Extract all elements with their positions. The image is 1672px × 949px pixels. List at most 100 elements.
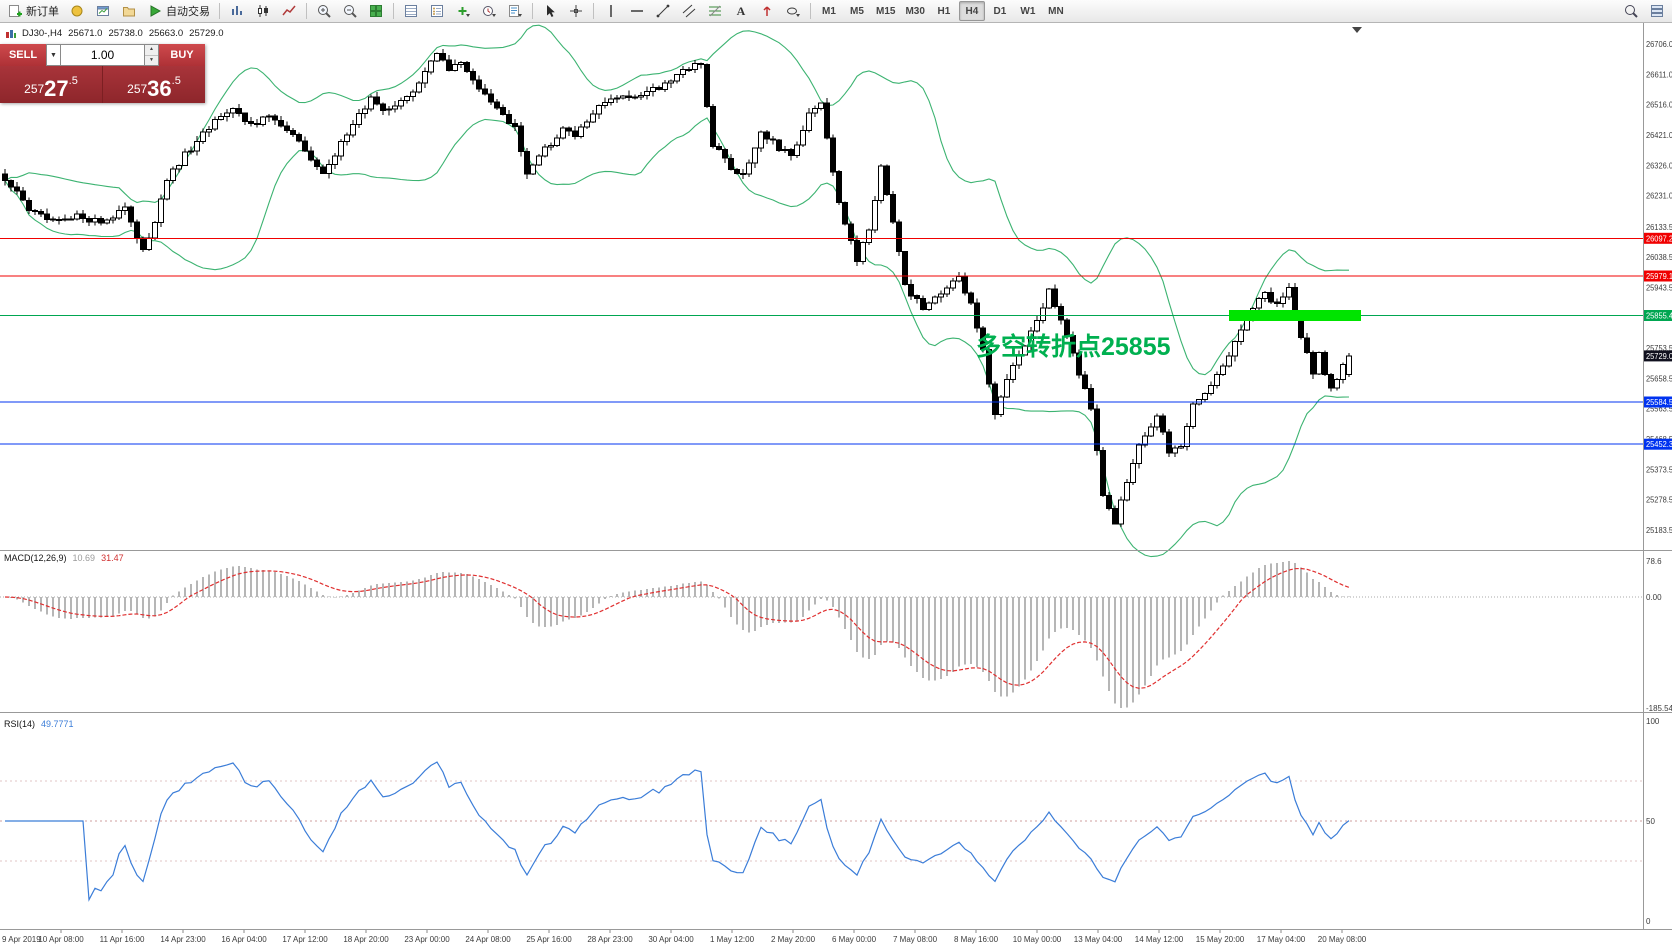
navigator-button[interactable] — [425, 1, 449, 21]
search-button[interactable] — [1619, 1, 1643, 21]
volume-input[interactable]: 1.00 — [61, 44, 145, 66]
channel-button[interactable] — [677, 1, 701, 21]
timeframe-w1-button[interactable]: W1 — [1015, 1, 1041, 21]
timeframe-m30-button[interactable]: M30 — [901, 1, 928, 21]
bar-chart-button[interactable] — [225, 1, 249, 21]
ohlc-high: 25738.0 — [108, 28, 143, 39]
macd-label: MACD(12,26,9) 10.69 31.47 — [4, 553, 124, 563]
chart-canvas[interactable]: 26706.0 26611.0 26516.0 26421.0 26326.0 26231… — [0, 23, 1672, 949]
timeframe-m1-button[interactable]: M1 — [816, 1, 842, 21]
macd-signal-value: 31.47 — [101, 553, 124, 563]
trendline-highlight[interactable] — [1229, 310, 1361, 321]
vertical-line-icon — [610, 5, 612, 17]
bar-chart-icon — [232, 6, 242, 15]
sell-price[interactable]: 257 27.5 — [0, 66, 102, 103]
rsi-panel-layer — [0, 761, 1643, 902]
buy-button[interactable]: BUY — [159, 44, 205, 66]
volume-dropdown-button[interactable]: ▼ — [46, 44, 61, 66]
line-chart-icon — [282, 5, 296, 16]
svg-text:18 Apr 20:00: 18 Apr 20:00 — [343, 935, 389, 944]
sell-price-sup: .5 — [68, 75, 78, 87]
svg-text:13 May 04:00: 13 May 04:00 — [1074, 935, 1123, 944]
timeframe-mn-button[interactable]: MN — [1043, 1, 1069, 21]
timeframe-h1-button[interactable]: H1 — [931, 1, 957, 21]
buy-price[interactable]: 257 36.5 — [103, 66, 205, 103]
vertical-line-button[interactable] — [599, 1, 623, 21]
svg-text:28 Apr 23:00: 28 Apr 23:00 — [587, 935, 633, 944]
zoom-out-button[interactable] — [338, 1, 362, 21]
buy-price-sup: .5 — [171, 75, 181, 87]
periods-button[interactable] — [477, 1, 501, 21]
svg-text:25278.5: 25278.5 — [1646, 496, 1672, 505]
navigator-icon — [431, 5, 443, 17]
clock-icon — [483, 6, 496, 17]
cursor-button[interactable] — [538, 1, 562, 21]
price-tag-25452.3 — [1644, 438, 1672, 450]
svg-text:25658.5: 25658.5 — [1646, 374, 1672, 383]
zoom-in-button[interactable] — [312, 1, 336, 21]
indicator-list-button[interactable] — [65, 1, 89, 21]
data-window-icon — [405, 5, 417, 17]
arrow-tools-button[interactable] — [755, 1, 779, 21]
candlestick-chart-button[interactable] — [251, 1, 275, 21]
svg-text:2 May 20:00: 2 May 20:00 — [771, 935, 816, 944]
macd-main-value: 10.69 — [72, 553, 96, 563]
timeframe-h4-button[interactable]: H4 — [958, 1, 985, 21]
rsi-name: RSI(14) — [4, 719, 36, 729]
sell-price-big: 27 — [44, 76, 69, 101]
toolbar-separator — [593, 3, 594, 19]
arrow-icon — [763, 6, 771, 16]
price-tag-25584.5 — [1644, 396, 1672, 408]
line-chart-button[interactable] — [277, 1, 301, 21]
tile-windows-button[interactable] — [364, 1, 388, 21]
fibonacci-button[interactable] — [703, 1, 727, 21]
new-chart-button[interactable] — [91, 1, 115, 21]
svg-text:25729.0: 25729.0 — [1646, 352, 1672, 361]
auto-trading-button[interactable]: 自动交易 — [143, 1, 214, 21]
trendline-button[interactable] — [651, 1, 675, 21]
svg-text:26706.0: 26706.0 — [1646, 40, 1672, 49]
text-tool-button[interactable]: A — [729, 1, 753, 21]
new-chart-icon — [97, 6, 109, 16]
profiles-button[interactable] — [117, 1, 141, 21]
shapes-button[interactable] — [781, 1, 805, 21]
indicator-icon — [71, 5, 83, 17]
toolbar-separator — [306, 3, 307, 19]
templates-button[interactable] — [503, 1, 527, 21]
price-tag-25729.0 — [1644, 350, 1672, 362]
ohlc-low: 25663.0 — [148, 28, 184, 39]
svg-text:15 May 20:00: 15 May 20:00 — [1196, 935, 1245, 944]
svg-text:26611.0: 26611.0 — [1646, 70, 1672, 79]
svg-text:14 May 12:00: 14 May 12:00 — [1135, 935, 1184, 944]
panel-dividers-layer — [0, 23, 1672, 930]
timeframe-m15-button[interactable]: M15 — [872, 1, 899, 21]
new-order-button[interactable]: 新订单 — [3, 1, 63, 21]
svg-text:0.00: 0.00 — [1646, 593, 1662, 602]
candlestick-chart-icon — [258, 5, 268, 17]
horizontal-line-button[interactable] — [625, 1, 649, 21]
add-indicator-button[interactable] — [451, 1, 475, 21]
toolbar-separator — [810, 3, 811, 19]
volume-spinner[interactable]: ▲ ▼ — [145, 44, 159, 66]
ohlc-open: 25671.0 — [68, 28, 103, 39]
layouts-button[interactable] — [1645, 1, 1669, 21]
spinner-up-icon: ▲ — [145, 45, 158, 56]
svg-text:24 Apr 08:00: 24 Apr 08:00 — [465, 935, 511, 944]
crosshair-button[interactable] — [564, 1, 588, 21]
svg-text:50: 50 — [1646, 817, 1655, 826]
svg-text:25979.1: 25979.1 — [1646, 272, 1672, 281]
svg-text:78.6: 78.6 — [1646, 557, 1662, 566]
svg-text:26038.5: 26038.5 — [1646, 253, 1672, 262]
toolbar-separator — [219, 3, 220, 19]
symbol-icon — [6, 29, 16, 38]
svg-text:10 Apr 08:00: 10 Apr 08:00 — [38, 935, 84, 944]
timeframe-d1-button[interactable]: D1 — [987, 1, 1013, 21]
chart-shift-marker-icon[interactable] — [1352, 27, 1362, 33]
svg-text:16 Apr 04:00: 16 Apr 04:00 — [221, 935, 267, 944]
chart-annotation[interactable]: 多空转折点25855 — [976, 333, 1171, 361]
timeframe-m5-button[interactable]: M5 — [844, 1, 870, 21]
sell-button[interactable]: SELL — [0, 44, 46, 66]
symbol-name: DJ30-,H4 — [22, 28, 63, 39]
data-window-button[interactable] — [399, 1, 423, 21]
